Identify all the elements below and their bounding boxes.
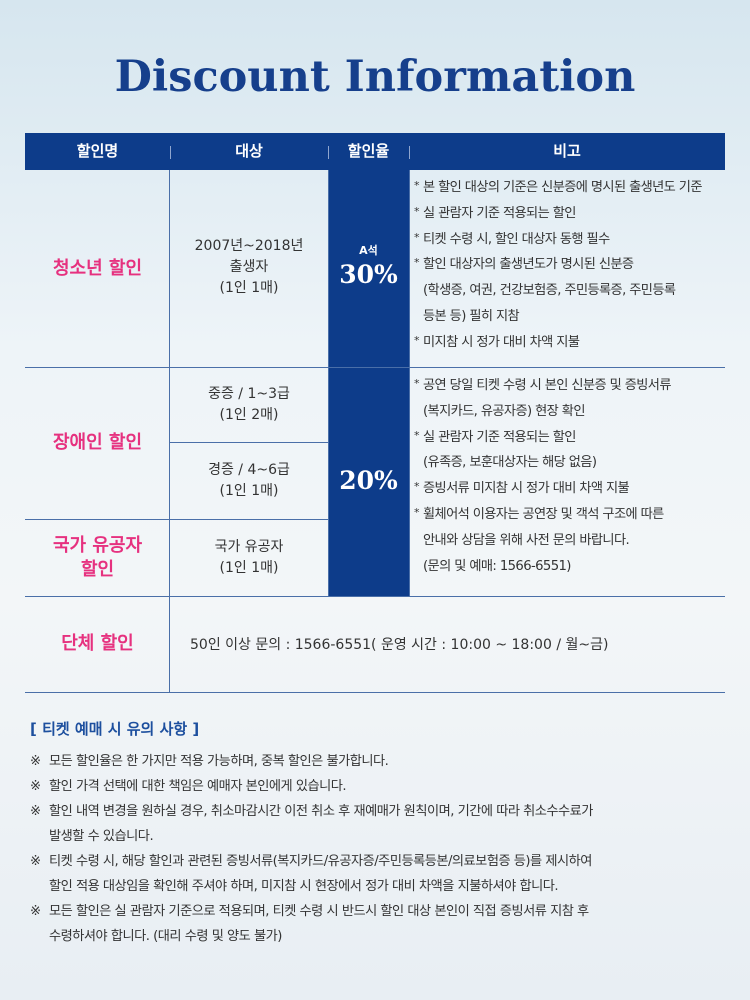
target-line: 2007년~2018년 (194, 238, 304, 254)
notes-disabled-merit: * 공연 당일 티켓 수령 시 본인 신분증 및 증빙서류 (복지카드, 유공자증… (412, 373, 732, 579)
target-line: 경증 / 4~6급 (208, 462, 290, 478)
note-continuation: (유족증, 보훈대상자는 해당 없음) (423, 455, 597, 471)
note-item: * 본 할인 대상의 기준은 신분증에 명시된 출생년도 기준 (412, 175, 732, 201)
header-divider (409, 146, 410, 159)
caution-item: ※ 모든 할인율은 한 가지만 적용 가능하며, 중복 할인은 불가합니다. (30, 749, 730, 774)
row-divider (25, 596, 725, 597)
page-title: Discount Information (114, 52, 636, 102)
target-merit: 국가 유공자 (1인 1매) (170, 537, 328, 579)
bullet-icon: * (414, 204, 419, 218)
target-line: 국가 유공자 (214, 539, 284, 555)
reference-mark-icon: ※ (30, 854, 41, 869)
caution-item: ※ 모든 할인은 실 관람자 기준으로 적용되며, 티켓 수령 시 반드시 할인 … (30, 899, 730, 949)
note-item: * 미지참 시 정가 대비 차액 지불 (412, 330, 732, 356)
caution-item: ※ 할인 내역 변경을 원하실 경우, 취소마감시간 이전 취소 후 재예매가 원… (30, 799, 730, 849)
header-rate: 할인율 (347, 142, 390, 160)
header-notes: 비고 (553, 142, 581, 160)
row-divider (170, 442, 328, 443)
row-divider (25, 367, 725, 368)
note-item: * 할인 대상자의 출생년도가 명시된 신분증 (412, 252, 732, 278)
target-line: (1인 1매) (219, 280, 279, 296)
reference-mark-icon: ※ (30, 779, 41, 794)
caution-item: ※ 티켓 수령 시, 해당 할인과 관련된 증빙서류(복지카드/유공자증/주민등록… (30, 849, 730, 899)
note-item: * 티켓 수령 시, 할인 대상자 동행 필수 (412, 227, 732, 253)
caution-section: [ 티켓 예매 시 유의 사항 ] ※ 모든 할인율은 한 가지만 적용 가능하며… (30, 718, 730, 949)
reference-mark-icon: ※ (30, 754, 41, 769)
discount-rate-value: 30% (339, 260, 398, 289)
row-divider (25, 519, 328, 520)
note-item: * 실 관람자 기준 적용되는 할인 (412, 201, 732, 227)
target-disabled-mild: 경증 / 4~6급 (1인 1매) (170, 460, 328, 502)
column-divider (409, 170, 410, 596)
target-disabled-severe: 중증 / 1~3급 (1인 2매) (170, 384, 328, 426)
group-discount-info: 50인 이상 문의 : 1566-6551( 운영 시간 : 10:00 ~ 1… (190, 637, 609, 653)
note-continuation: (복지카드, 유공자증) 현장 확인 (423, 403, 585, 419)
bullet-icon: * (414, 428, 419, 442)
notes-youth: * 본 할인 대상의 기준은 신분증에 명시된 출생년도 기준 * 실 관람자 기준… (412, 175, 732, 356)
bullet-icon: * (414, 256, 419, 270)
discount-rate-value: 20% (339, 466, 398, 495)
discount-name-youth: 청소년 할인 (52, 258, 143, 279)
note-item: * 공연 당일 티켓 수령 시 본인 신분증 및 증빙서류 (412, 373, 732, 399)
discount-name-disabled: 장애인 할인 (52, 432, 143, 453)
table-header: 할인명 대상 할인율 비고 (25, 133, 725, 170)
column-divider (328, 170, 329, 596)
target-line: (1인 1매) (219, 560, 279, 576)
note-continuation: (문의 및 예매: 1566-6551) (423, 558, 571, 574)
reference-mark-icon: ※ (30, 904, 41, 919)
column-divider (169, 170, 170, 692)
seat-grade-label: A석 (359, 244, 378, 257)
header-target: 대상 (235, 142, 263, 160)
discount-name-group: 단체 할인 (61, 633, 134, 654)
rate-cell-disabled-merit: 20% (328, 368, 409, 596)
note-item: * 증빙서류 미지참 시 정가 대비 차액 지불 (412, 476, 732, 502)
header-divider (328, 146, 329, 159)
reference-mark-icon: ※ (30, 804, 41, 819)
note-continuation: 등본 등) 필히 지참 (423, 308, 520, 324)
table-bottom-border (25, 692, 725, 693)
discount-name-merit: 국가 유공자 할인 (52, 535, 143, 580)
caution-item: ※ 할인 가격 선택에 대한 책임은 예매자 본인에게 있습니다. (30, 774, 730, 799)
note-continuation: 안내와 상담을 위해 사전 문의 바랍니다. (423, 532, 630, 548)
bullet-icon: * (414, 505, 419, 519)
target-line: 중증 / 1~3급 (208, 386, 290, 402)
bullet-icon: * (414, 333, 419, 347)
bullet-icon: * (414, 480, 419, 494)
bullet-icon: * (414, 377, 419, 390)
target-line: (1인 1매) (219, 483, 279, 499)
caution-title: [ 티켓 예매 시 유의 사항 ] (30, 720, 200, 738)
header-divider (170, 146, 171, 159)
note-item: * 실 관람자 기준 적용되는 할인 (412, 425, 732, 451)
rate-cell-youth: A석 30% (328, 170, 409, 367)
note-continuation: (학생증, 여권, 건강보험증, 주민등록증, 주민등록 (423, 283, 676, 299)
target-line: (1인 2매) (219, 407, 279, 423)
target-line: 출생자 (229, 259, 269, 275)
bullet-icon: * (414, 230, 419, 244)
target-youth: 2007년~2018년 출생자 (1인 1매) (170, 236, 328, 299)
bullet-icon: * (414, 179, 419, 192)
note-item: * 휠체어석 이용자는 공연장 및 객석 구조에 따른 (412, 502, 732, 528)
header-discount-name: 할인명 (76, 142, 119, 160)
